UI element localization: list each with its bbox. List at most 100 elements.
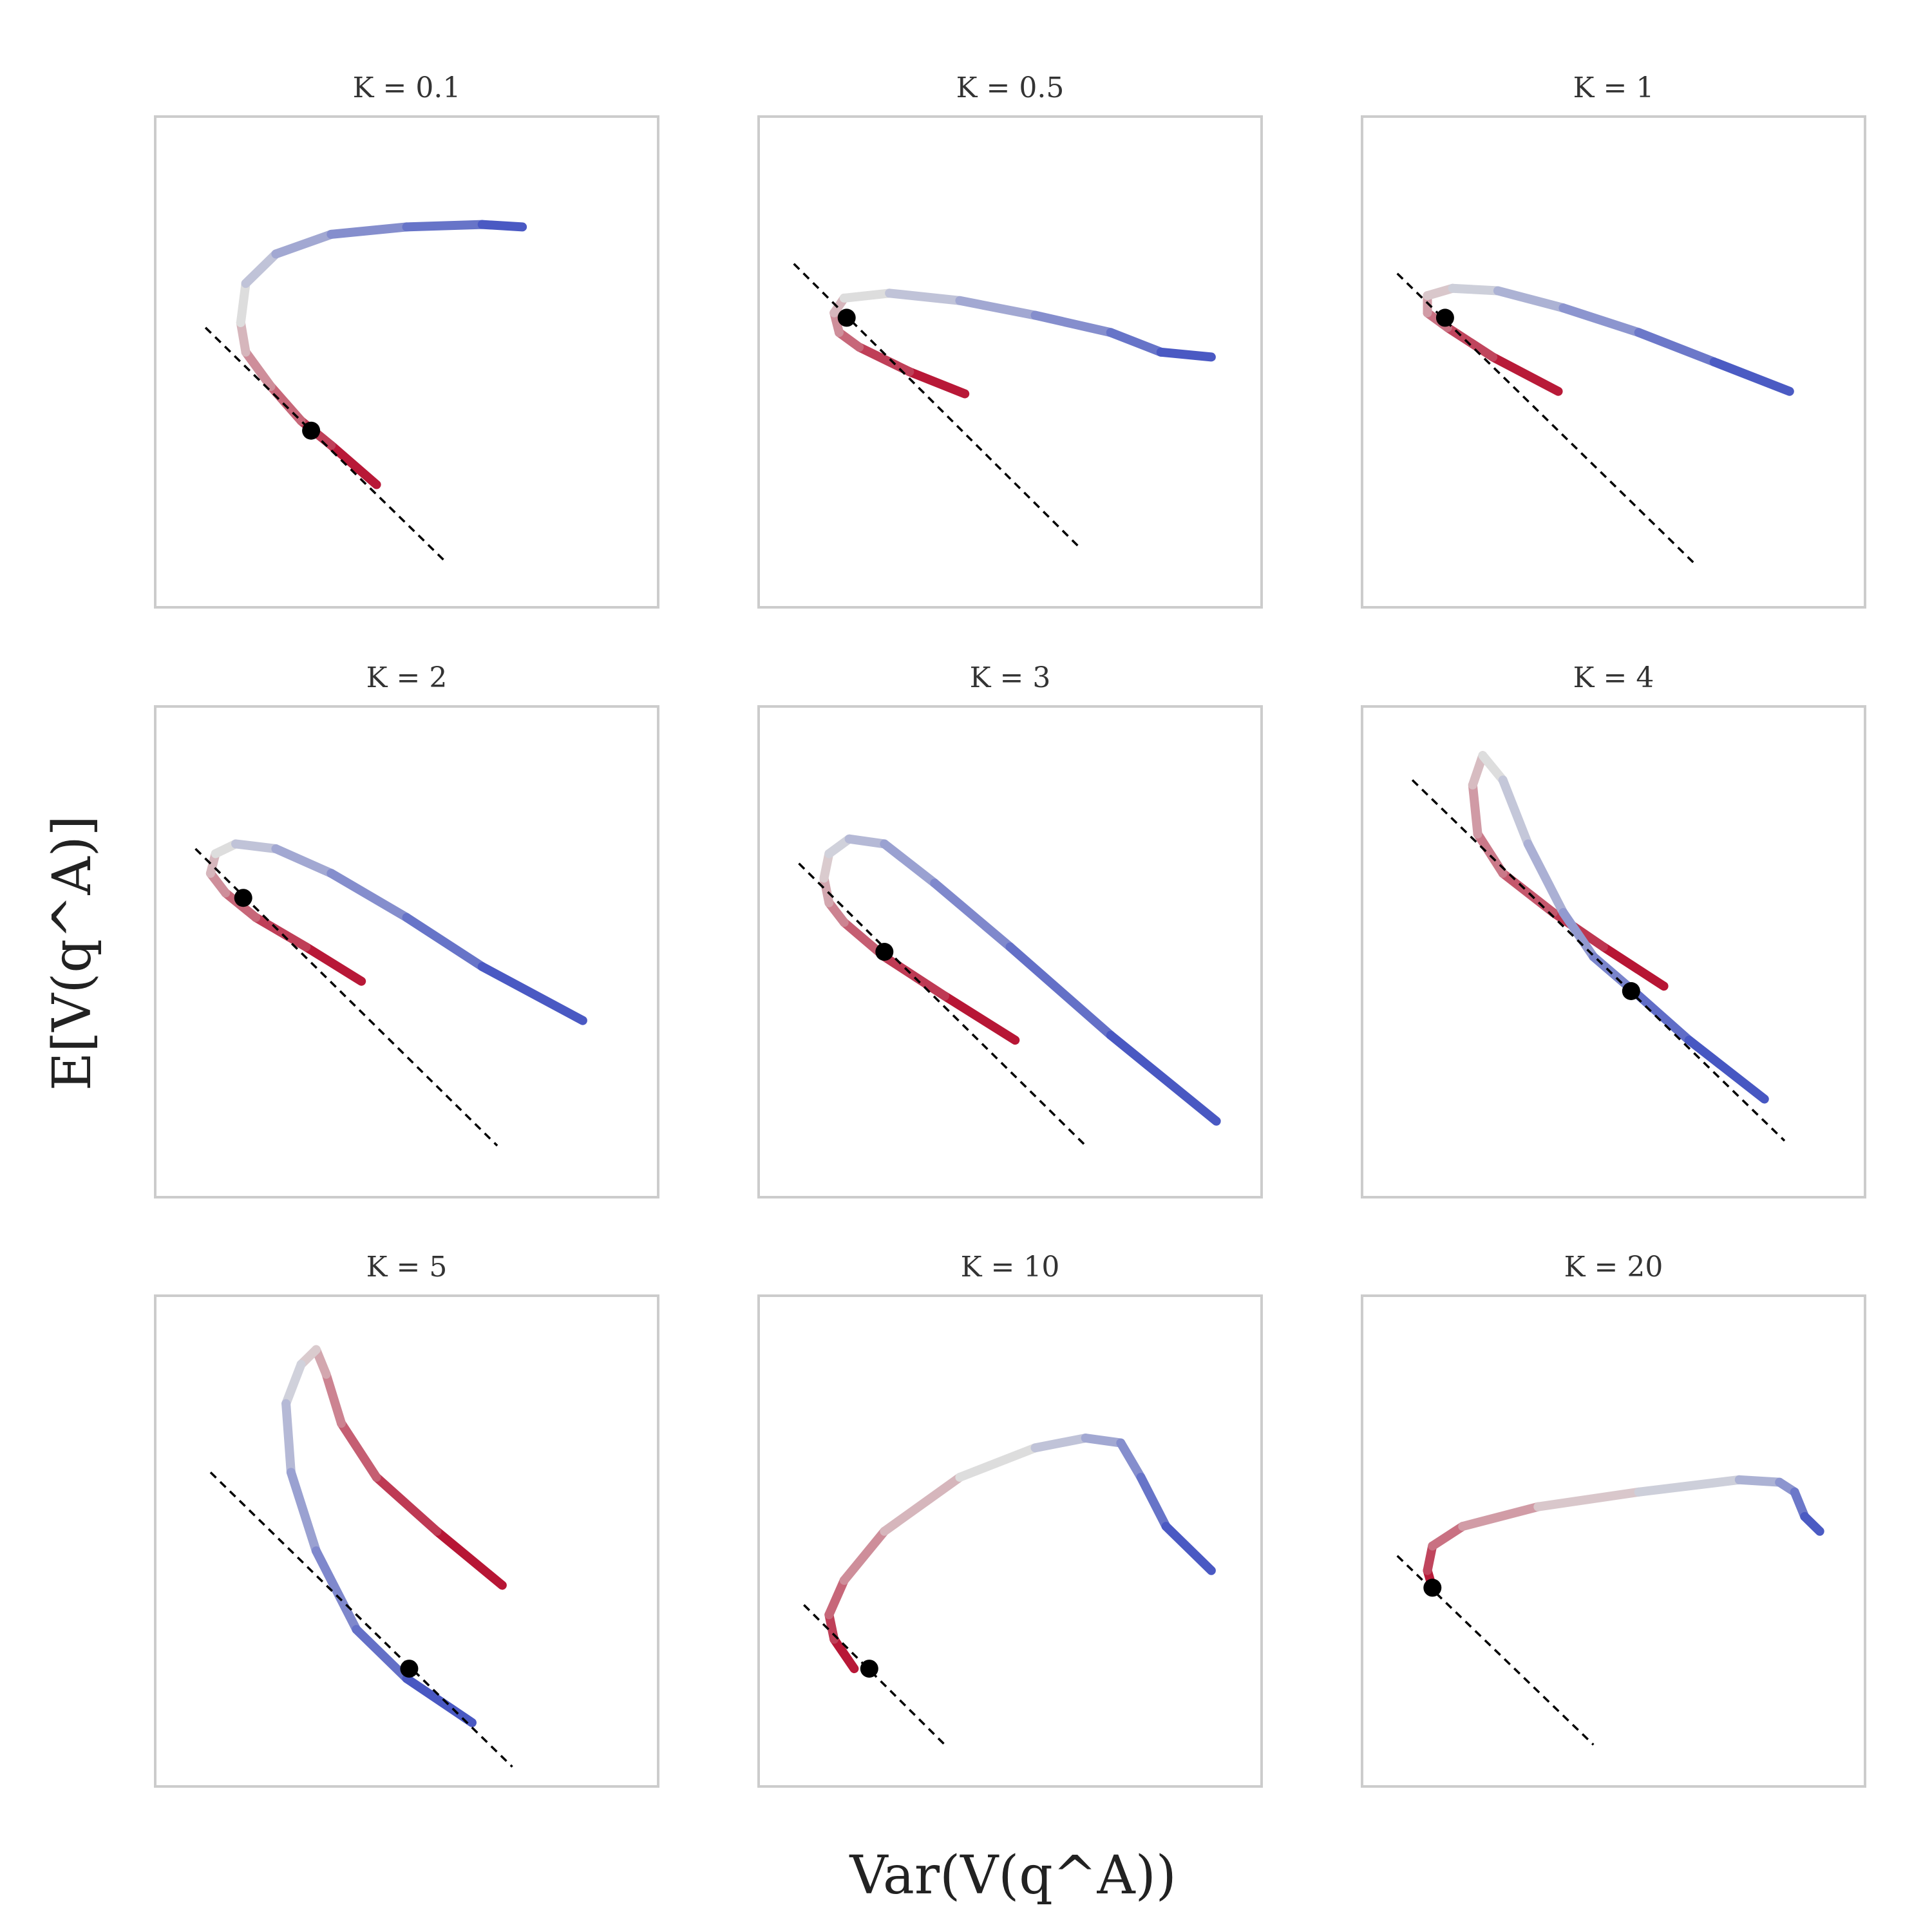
plot-frame	[154, 705, 659, 1198]
frontier-segment	[930, 878, 1015, 952]
frontier-segment	[1488, 352, 1563, 396]
frontier-segment	[1498, 869, 1558, 917]
frontier-segment	[1116, 1438, 1146, 1482]
frontier-segment	[281, 1359, 306, 1408]
panel-title: K = 2	[366, 661, 448, 694]
frontier-segment	[236, 318, 251, 357]
optimal-point	[400, 1660, 419, 1678]
frontier-segment	[1473, 829, 1508, 878]
frontier-segment	[271, 229, 336, 259]
panels-grid: K = 0.1 K = 0.5 K = 1 K = 2 K = 3 K = 4 K = 5 K…	[154, 71, 1866, 1788]
frontier-segment	[301, 942, 366, 986]
optimal-point	[1622, 982, 1640, 1000]
frontier-segment	[844, 834, 889, 849]
frontier-segment	[1629, 987, 1694, 1045]
frontier-segment	[1478, 751, 1508, 785]
panel-title: K = 10	[961, 1251, 1060, 1283]
frontier-segment	[241, 249, 281, 289]
tangent-line	[798, 862, 1086, 1147]
frontier-segment	[327, 440, 381, 489]
panel-title: K = 4	[1573, 661, 1654, 694]
frontier-segment	[337, 1419, 381, 1482]
frontier-segment	[402, 1674, 477, 1727]
frontier-segment	[940, 991, 1020, 1045]
frontier-segment	[477, 220, 527, 232]
panel-4: K = 2	[154, 661, 659, 1198]
frontier-segment	[1468, 780, 1482, 839]
tangent-line	[793, 263, 1082, 549]
frontier-segment	[905, 367, 970, 399]
plot-frame	[757, 1294, 1263, 1788]
frontier-segment	[231, 839, 281, 853]
frontier-segment	[251, 913, 311, 952]
frontier-segment	[281, 1399, 296, 1477]
tangent-line	[1411, 779, 1786, 1142]
frontier-segment	[1106, 328, 1166, 357]
frontier-segment	[372, 1472, 442, 1536]
frontier-segment	[1136, 1472, 1171, 1531]
panel-title: K = 3	[970, 661, 1051, 694]
plot-frame	[1361, 705, 1866, 1198]
optimal-point	[234, 889, 252, 907]
frontier-segment	[839, 1526, 889, 1585]
frontier-segment	[855, 343, 914, 377]
frontier-segment	[1709, 357, 1794, 396]
optimal-point	[302, 421, 321, 440]
tangent-line	[204, 327, 448, 564]
frontier-segment	[432, 1526, 507, 1590]
frontier-segment	[1161, 1522, 1216, 1575]
frontier-segment	[1081, 1434, 1126, 1448]
frontier-segment	[1734, 1475, 1785, 1487]
panel-7: K = 5	[154, 1251, 659, 1788]
frontier-segment	[1030, 310, 1115, 337]
frontier-segment	[1684, 1036, 1769, 1104]
frontier-segment	[1634, 328, 1719, 366]
panel-3: K = 1	[1361, 71, 1866, 609]
frontier-segment	[829, 1634, 859, 1674]
frontier-segment	[271, 844, 336, 878]
frontier-segment	[311, 1546, 361, 1634]
panel-2: K = 0.5	[757, 71, 1263, 609]
frontier-segment	[1558, 303, 1643, 337]
panel-8: K = 10	[757, 1251, 1263, 1788]
frontier-segment	[1156, 347, 1216, 362]
panel-6: K = 4	[1361, 661, 1866, 1198]
tangent-line	[209, 1472, 513, 1768]
frontier-segment	[880, 1472, 965, 1536]
panel-title: K = 5	[366, 1251, 448, 1283]
optimal-point	[1423, 1578, 1442, 1597]
x-axis-label: Var(V(q^A))	[849, 1845, 1176, 1906]
frontier-segment	[1443, 323, 1498, 362]
plot-frame	[154, 115, 659, 609]
panel-title: K = 20	[1564, 1251, 1663, 1283]
frontier-segment	[241, 347, 276, 392]
frontier-segment	[327, 869, 412, 922]
frontier-segment	[1533, 1487, 1643, 1511]
frontier-segment	[327, 222, 412, 239]
frontier-segment	[839, 289, 895, 303]
frontier-segment	[1458, 1502, 1543, 1531]
plot-frame	[1361, 1294, 1866, 1788]
y-axis-label: E[V(q^A)]	[42, 815, 103, 1090]
frontier-segment	[955, 1443, 1040, 1482]
panel-title: K = 0.5	[956, 71, 1065, 104]
frontier-segment	[885, 289, 965, 305]
frontier-segment	[1428, 1522, 1468, 1551]
frontier-segment	[880, 839, 940, 888]
frontier-segment	[1498, 775, 1533, 849]
plot-frame	[757, 705, 1263, 1198]
frontier-segment	[1800, 1511, 1824, 1536]
frontier-segment	[236, 279, 251, 327]
optimal-point	[837, 308, 856, 327]
panel-title: K = 0.1	[353, 71, 461, 104]
frontier-segment	[1598, 942, 1669, 991]
frontier-segment	[321, 1369, 346, 1428]
frontier-segment	[1523, 839, 1568, 917]
optimal-point	[1435, 308, 1454, 327]
frontier-segment	[1005, 942, 1115, 1040]
panel-5: K = 3	[757, 661, 1263, 1198]
frontier-segment	[1448, 283, 1502, 296]
frontier-segment	[1634, 1475, 1744, 1497]
optimal-point	[860, 1660, 878, 1678]
frontier-segment	[955, 296, 1040, 320]
